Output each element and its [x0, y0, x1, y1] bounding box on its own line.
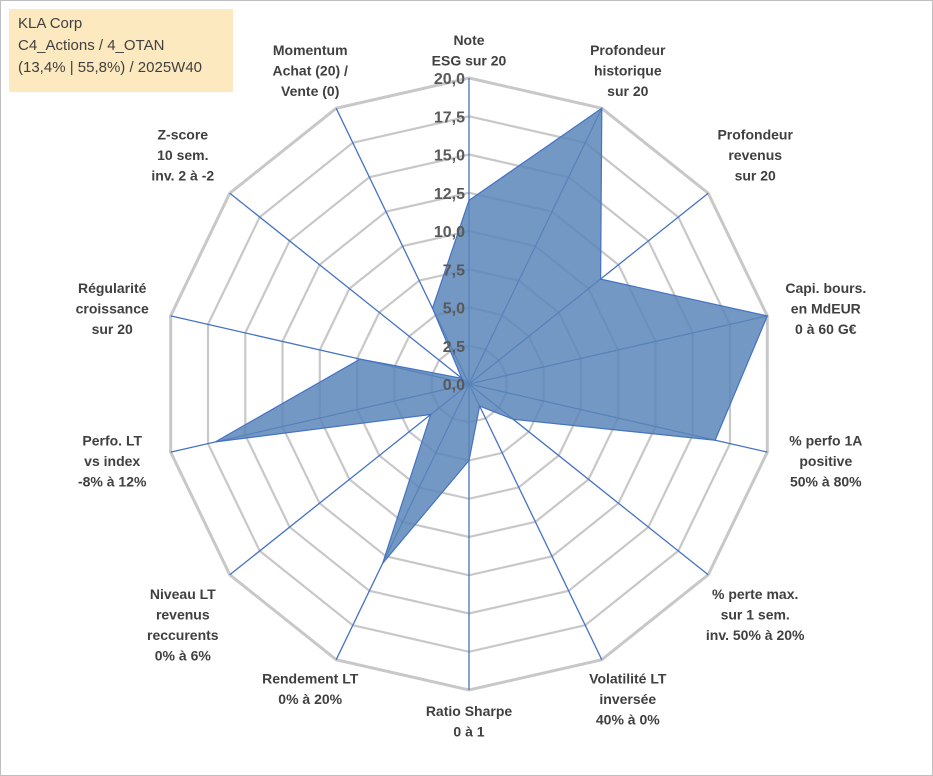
portfolio-stats: (13,4% | 55,8%) / 2025W40 [18, 59, 202, 76]
company-name: KLA Corp [18, 15, 83, 32]
axis-label-line: Capi. bours. [785, 280, 866, 296]
info-box: KLA Corp C4_Actions / 4_OTAN (13,4% | 55… [9, 9, 233, 92]
axis-label-line: revenus [156, 606, 210, 622]
axis-label: Profondeur historique sur 20 [590, 42, 666, 99]
axis-label-line: sur 20 [92, 321, 133, 337]
axis-spoke [468, 383, 603, 660]
tick-label: 2,5 [443, 339, 465, 356]
label-layer: Note ESG sur 20 Profondeur historique sur 20… [76, 32, 867, 740]
data-layer [215, 107, 769, 564]
axis-label-line: Profondeur [590, 42, 666, 58]
axis-spoke [229, 192, 470, 385]
axis-label: Perfo. LT vs index -8% à 12% [78, 432, 147, 489]
tick-label: 0,0 [443, 377, 465, 394]
axis-label-line: vs index [84, 453, 140, 469]
axis-label-line: 0 à 60 G€ [795, 321, 857, 337]
tick-layer: 0,0 2,5 5,0 7,5 10,0 12,5 15,0 17,5 20,0 [434, 71, 465, 394]
axis-label-line: sur 1 sem. [721, 606, 790, 622]
axis-label-line: inv. 50% à 20% [706, 627, 805, 643]
axis-label: Momentum Achat (20) / Vente (0) [272, 42, 348, 99]
axis-label-line: sur 20 [607, 83, 648, 99]
axis-label-line: Achat (20) / [272, 62, 348, 78]
axis-label: Niveau LT revenus reccurents 0% à 6% [147, 586, 219, 664]
axis-label: Profondeur revenus sur 20 [717, 127, 793, 184]
axis-label-line: Perfo. LT [82, 432, 142, 448]
axis-label-line: Momentum [273, 42, 348, 58]
axis-label-line: 50% à 80% [790, 473, 862, 489]
axis-label-line: Ratio Sharpe [426, 703, 513, 719]
axis-label-line: ESG sur 20 [432, 53, 507, 69]
axis-label-line: % perfo 1A [789, 432, 862, 448]
axis-label: Rendement LT 0% à 20% [262, 671, 359, 708]
axis-label-line: revenus [728, 147, 782, 163]
axis-label-line: Volatilité LT [589, 671, 667, 687]
axis-label: % perte max. sur 1 sem. inv. 50% à 20% [706, 586, 805, 643]
axis-spoke [229, 383, 470, 576]
tick-label: 12,5 [434, 186, 465, 203]
axis-label-line: Profondeur [717, 127, 793, 143]
tick-label: 10,0 [434, 224, 465, 241]
axis-label-line: Note [453, 32, 484, 48]
axis-label: Capi. bours. en MdEUR 0 à 60 G€ [785, 280, 866, 337]
axis-label-line: 0% à 20% [278, 691, 342, 707]
axis-label: Ratio Sharpe 0 à 1 [426, 703, 513, 740]
axis-label-line: historique [594, 62, 662, 78]
axis-label-line: 0% à 6% [155, 647, 212, 663]
axis-label-line: sur 20 [735, 168, 776, 184]
axis-label: Volatilité LT inversée 40% à 0% [589, 671, 667, 728]
axis-label-line: Z-score [158, 127, 209, 143]
tick-label: 5,0 [443, 301, 465, 318]
axis-label: Z-score 10 sem. inv. 2 à -2 [151, 127, 214, 184]
axis-label: Régularité croissance sur 20 [76, 280, 149, 337]
tick-label: 15,0 [434, 148, 465, 165]
axis-label-line: % perte max. [712, 586, 798, 602]
axis-label-line: 40% à 0% [596, 712, 660, 728]
tick-label: 7,5 [443, 262, 465, 279]
portfolio-name: C4_Actions / 4_OTAN [18, 37, 165, 54]
tick-label: 17,5 [434, 109, 465, 126]
axis-label-line: croissance [76, 301, 149, 317]
axis-label-line: 10 sem. [157, 147, 208, 163]
data-series-area [215, 107, 769, 564]
tick-label: 20,0 [434, 71, 465, 88]
axis-label-line: Régularité [78, 280, 147, 296]
axis-label: Note ESG sur 20 [432, 32, 507, 69]
axis-label-line: en MdEUR [791, 301, 861, 317]
axis-label-line: 0 à 1 [453, 724, 484, 740]
axis-label: % perfo 1A positive 50% à 80% [789, 432, 862, 489]
axis-label-line: Vente (0) [281, 83, 339, 99]
axis-label-line: Niveau LT [150, 586, 216, 602]
axis-label-line: positive [799, 453, 852, 469]
axis-label-line: inversée [599, 691, 656, 707]
axis-label-line: Rendement LT [262, 671, 359, 687]
axis-label-line: reccurents [147, 627, 219, 643]
axis-label-line: inv. 2 à -2 [151, 168, 214, 184]
axis-label-line: -8% à 12% [78, 473, 147, 489]
